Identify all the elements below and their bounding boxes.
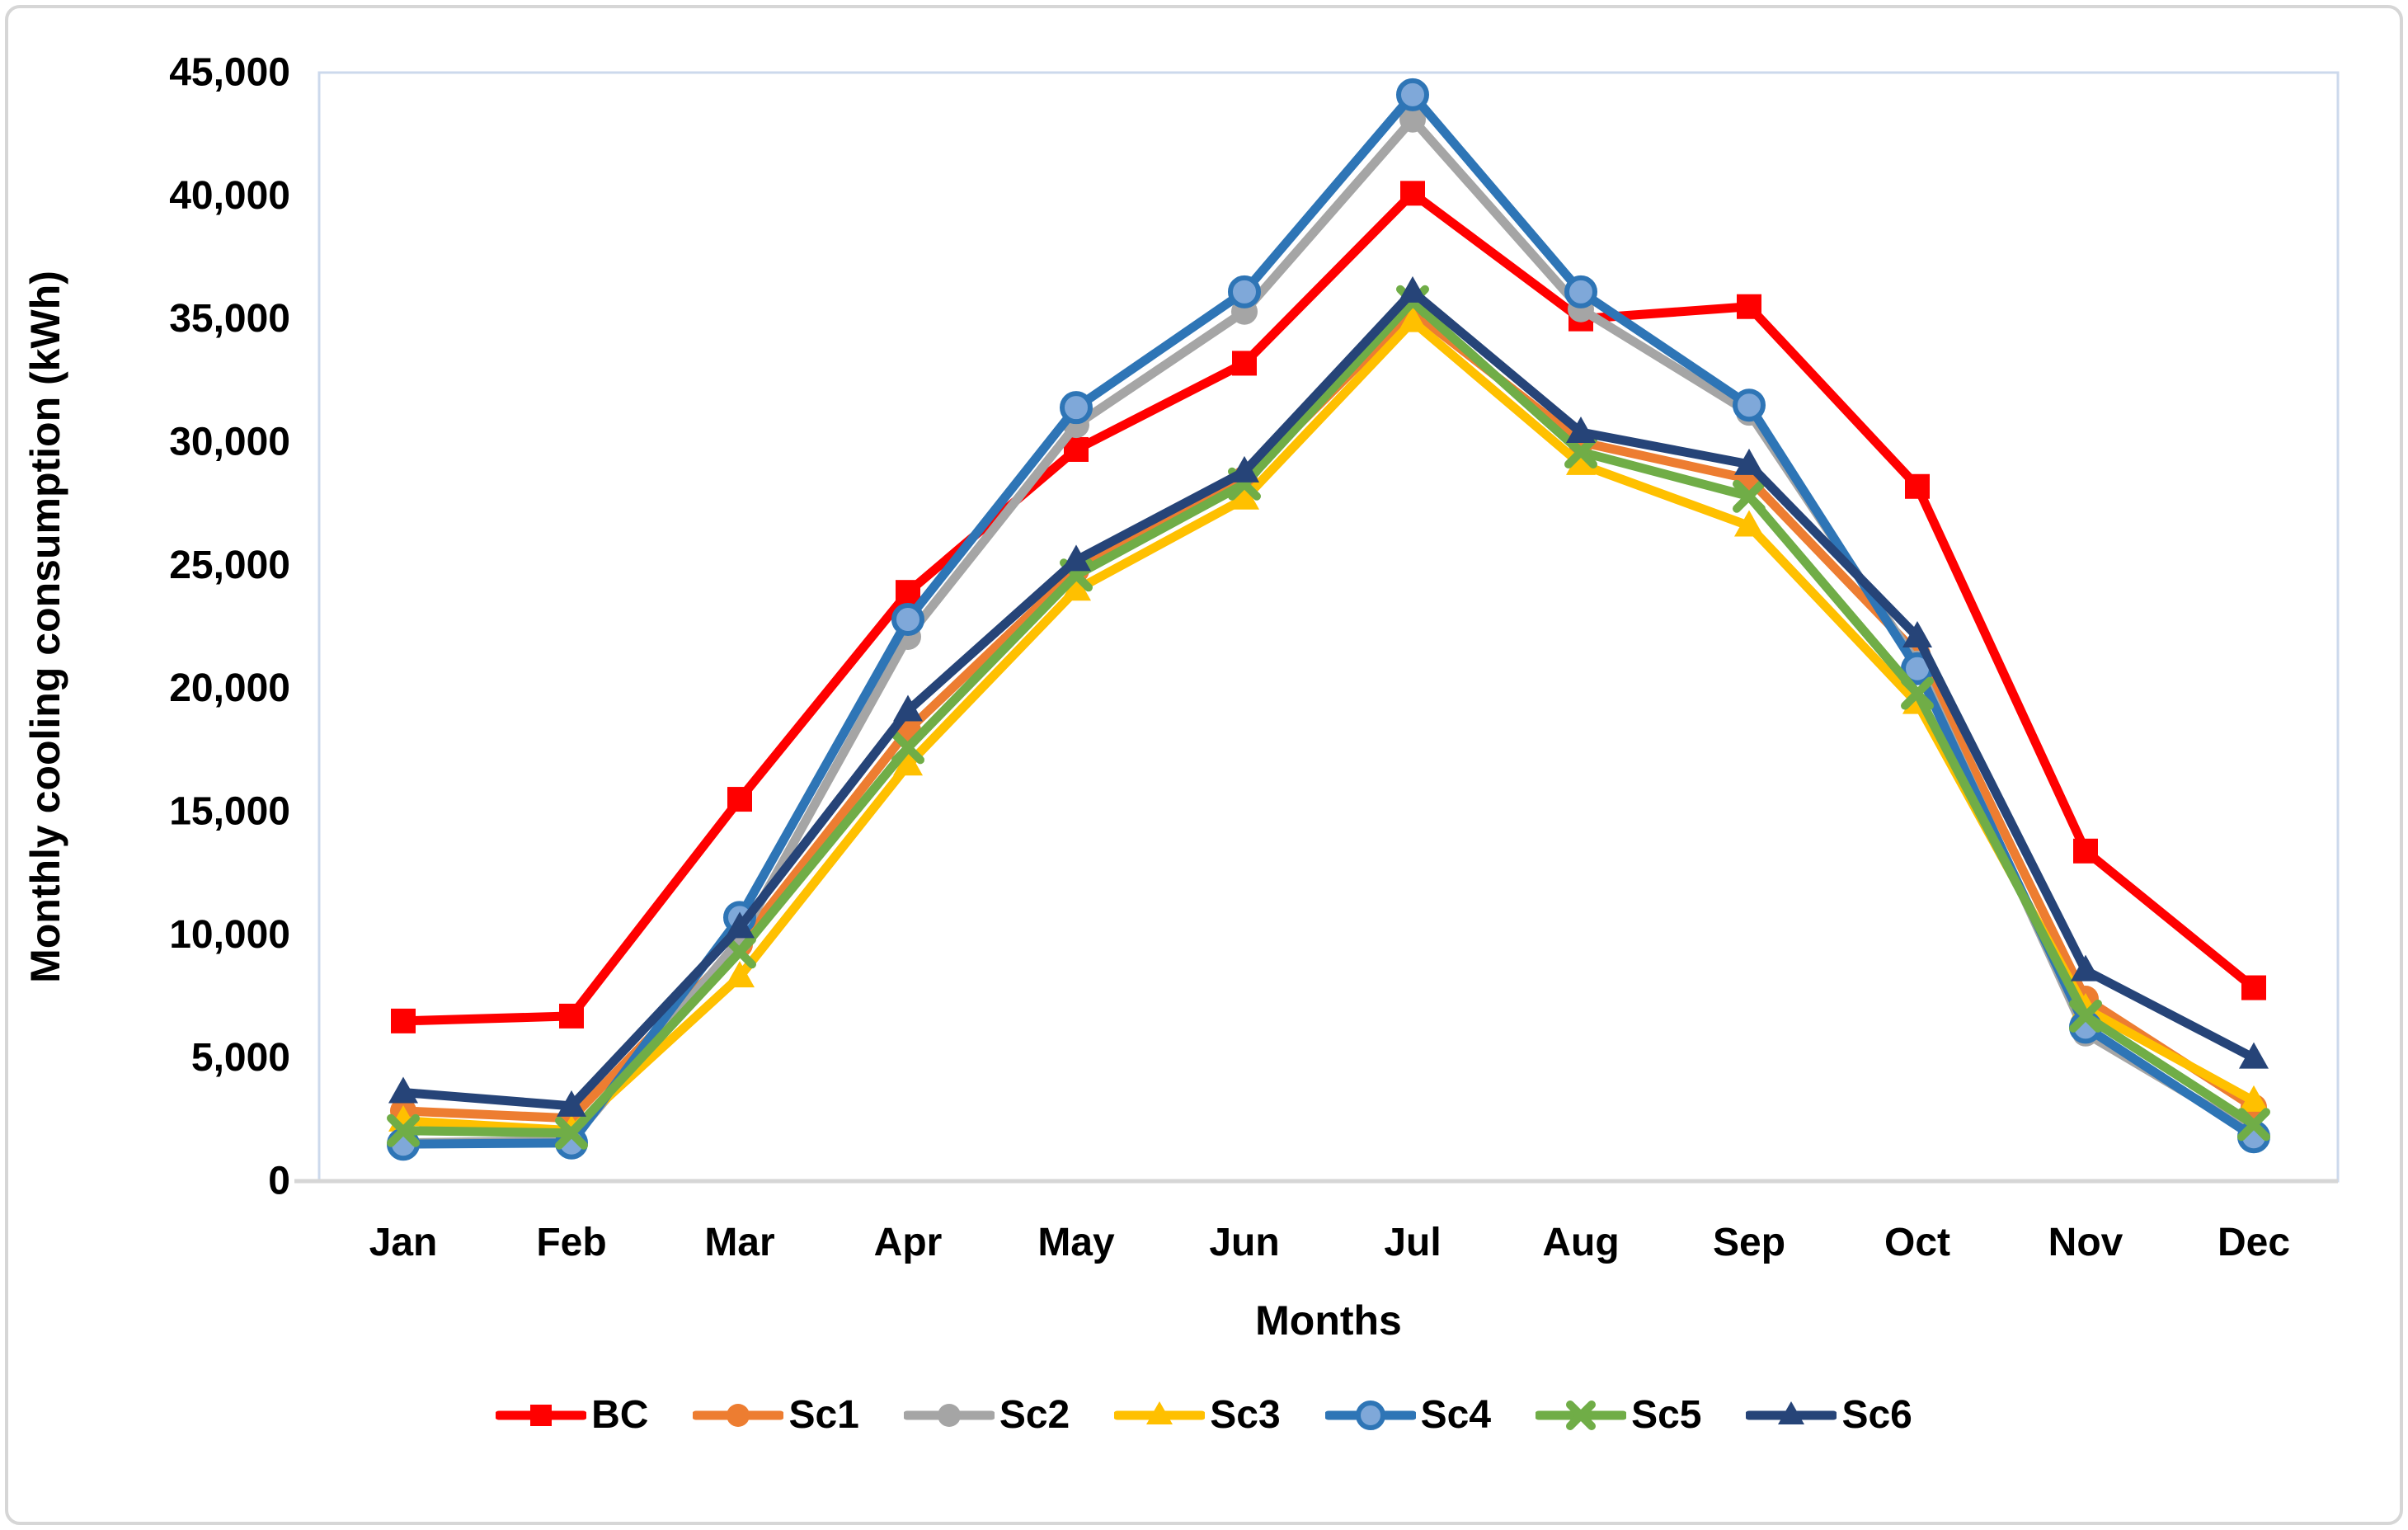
y-tick-label: 30,000 (169, 421, 290, 464)
legend-marker-Sc6 (1746, 1401, 1837, 1424)
x-tick-label: Dec (2218, 1221, 2290, 1264)
legend-item-Sc6: Sc6 (1746, 1396, 1912, 1435)
y-tick-label: 40,000 (169, 174, 290, 218)
legend-marker-Sc2 (903, 1404, 995, 1427)
y-tick-label: 5,000 (191, 1036, 290, 1080)
x-tick-label: Jan (369, 1221, 438, 1264)
legend-label-Sc2: Sc2 (999, 1393, 1070, 1437)
legend-label-Sc6: Sc6 (1841, 1393, 1912, 1437)
legend-label-BC: BC (591, 1393, 649, 1437)
x-axis-title: Months (1255, 1297, 1402, 1344)
legend-marker-Sc5 (1536, 1401, 1627, 1430)
plot-area-border (317, 71, 2340, 1183)
y-tick-label: 35,000 (169, 297, 290, 341)
y-tick-label: 20,000 (169, 666, 290, 710)
x-tick-label: Apr (874, 1221, 943, 1264)
series-markers-BC (391, 181, 2266, 1033)
legend-label-Sc3: Sc3 (1210, 1393, 1281, 1437)
x-tick-label: Jun (1209, 1221, 1279, 1264)
series-line-Sc5 (398, 297, 2259, 1138)
series-line-Sc6 (398, 287, 2259, 1111)
legend-label-Sc1: Sc1 (788, 1393, 859, 1437)
legend-marker-Sc1 (693, 1404, 784, 1427)
legend-item-Sc4: Sc4 (1324, 1393, 1492, 1437)
x-tick-label: Aug (1542, 1221, 1619, 1264)
x-tick-label: May (1037, 1221, 1115, 1264)
legend-marker-Sc4 (1324, 1401, 1416, 1430)
y-tick-label: 0 (268, 1160, 290, 1203)
legend-item-Sc5: Sc5 (1536, 1396, 1701, 1435)
legend-label-Sc4: Sc4 (1420, 1393, 1492, 1437)
y-tick-label: 25,000 (169, 544, 290, 587)
legend-item-Sc3: Sc3 (1114, 1393, 1281, 1437)
legend-item-Sc2: Sc2 (903, 1393, 1070, 1437)
x-tick-label: Nov (2048, 1221, 2123, 1264)
legend-item-BC: BC (496, 1396, 648, 1435)
x-tick-label: Oct (1884, 1221, 1950, 1264)
x-tick-label: Sep (1713, 1221, 1785, 1264)
legend-marker-Sc3 (1114, 1401, 1206, 1424)
series-line-BC (398, 188, 2259, 1026)
chart-legend: BC Sc1 Sc2 Sc3 Sc4 Sc5 Sc6 (0, 1396, 2408, 1435)
x-tick-label: Jul (1384, 1221, 1441, 1264)
x-tick-label: Feb (536, 1221, 606, 1264)
y-tick-label: 10,000 (169, 913, 290, 957)
legend-marker-BC (496, 1405, 587, 1426)
legend-item-Sc1: Sc1 (693, 1393, 859, 1437)
series-markers-Sc6 (388, 275, 2269, 1117)
legend-label-Sc5: Sc5 (1631, 1393, 1702, 1437)
y-axis-title: Monthly cooling consumption (kWh) (22, 271, 68, 983)
x-tick-label: Mar (704, 1221, 774, 1264)
y-tick-label: 15,000 (169, 790, 290, 834)
y-tick-label: 45,000 (169, 51, 290, 95)
